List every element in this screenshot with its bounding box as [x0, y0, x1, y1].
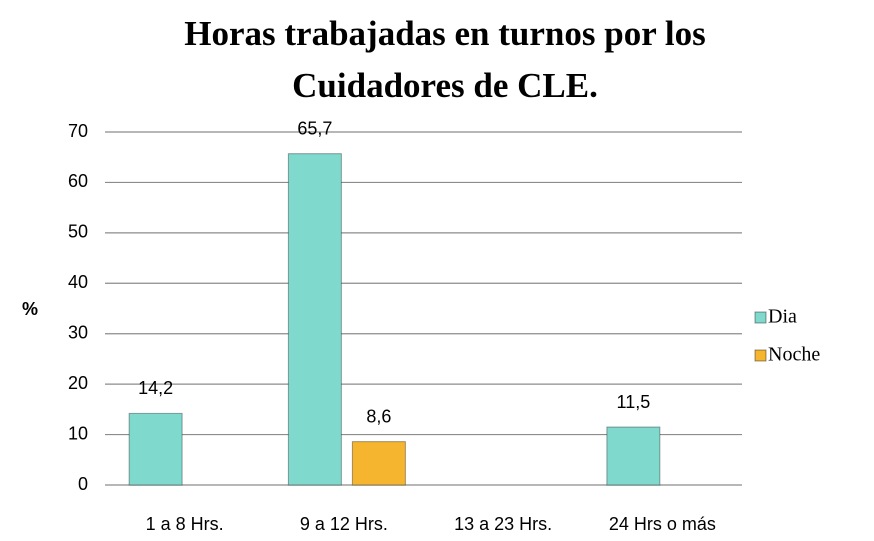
y-tick-label: 0	[78, 474, 88, 494]
data-label: 8,6	[366, 406, 391, 426]
legend-swatch	[754, 349, 767, 362]
chart-title: Horas trabajadas en turnos por los Cuida…	[184, 14, 706, 105]
data-label: 11,5	[617, 392, 651, 412]
x-tick-label: 9 a 12 Hrs.	[300, 514, 388, 534]
y-tick-label: 60	[68, 171, 88, 191]
legend-label: Noche	[768, 344, 820, 366]
bar	[128, 412, 183, 486]
y-tick-label: 50	[68, 222, 88, 242]
x-tick-label: 13 a 23 Hrs.	[454, 514, 552, 534]
y-tick-label: 70	[68, 121, 88, 141]
data-label: 65,7	[297, 118, 332, 138]
y-tick-label: 30	[68, 322, 88, 342]
legend-swatch	[754, 311, 767, 324]
x-tick-label: 24 Hrs o más	[609, 514, 716, 534]
legend-label: Dia	[768, 306, 797, 328]
bar	[287, 153, 342, 486]
bar	[606, 426, 661, 486]
data-label: 14,2	[138, 378, 173, 398]
y-tick-label: 40	[68, 272, 88, 292]
x-tick-label: 1 a 8 Hrs.	[146, 514, 224, 534]
y-axis-label: %	[22, 299, 38, 319]
bar	[351, 441, 406, 486]
y-tick-label: 20	[68, 373, 88, 393]
y-tick-label: 10	[68, 423, 88, 443]
